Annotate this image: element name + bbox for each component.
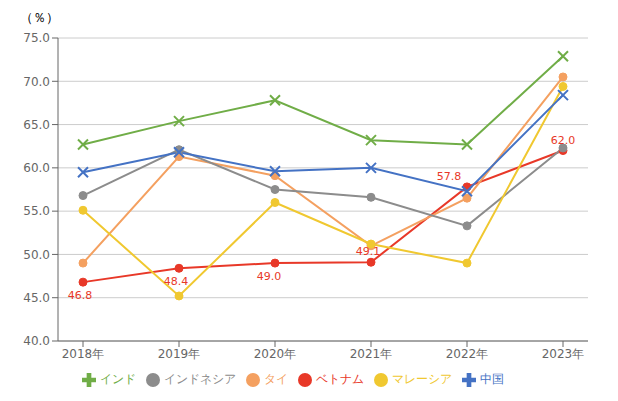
html-text:中国: 中国 <box>480 372 504 386</box>
html-text:マレーシア: マレーシア <box>392 372 452 386</box>
svg-text:65.0: 65.0 <box>23 118 50 132</box>
svg-text:48.4: 48.4 <box>164 275 189 288</box>
svg-text:55.0: 55.0 <box>23 204 50 218</box>
svg-text:2021年: 2021年 <box>350 347 393 361</box>
svg-text:2020年: 2020年 <box>254 347 297 361</box>
svg-text:46.8: 46.8 <box>68 289 93 302</box>
svg-text:49.1: 49.1 <box>356 245 381 258</box>
html-text:ベトナム: ベトナム <box>316 372 364 386</box>
html-text:タイ: タイ <box>264 372 288 386</box>
svg-text:2023年: 2023年 <box>542 347 585 361</box>
svg-text:62.0: 62.0 <box>551 134 576 147</box>
svg-text:49.0: 49.0 <box>257 270 282 283</box>
svg-text:70.0: 70.0 <box>23 75 50 89</box>
svg-text:2019年: 2019年 <box>158 347 201 361</box>
svg-text:40.0: 40.0 <box>23 334 50 348</box>
svg-text:57.8: 57.8 <box>437 170 462 183</box>
svg-text:60.0: 60.0 <box>23 161 50 175</box>
svg-text:50.0: 50.0 <box>23 248 50 262</box>
html-text:インドネシア: インドネシア <box>164 372 236 386</box>
svg-text:2022年: 2022年 <box>446 347 489 361</box>
html-text:インド: インド <box>100 372 136 386</box>
svg-text:75.0: 75.0 <box>23 31 50 45</box>
svg-text:2018年: 2018年 <box>62 347 105 361</box>
svg-text:45.0: 45.0 <box>23 291 50 305</box>
